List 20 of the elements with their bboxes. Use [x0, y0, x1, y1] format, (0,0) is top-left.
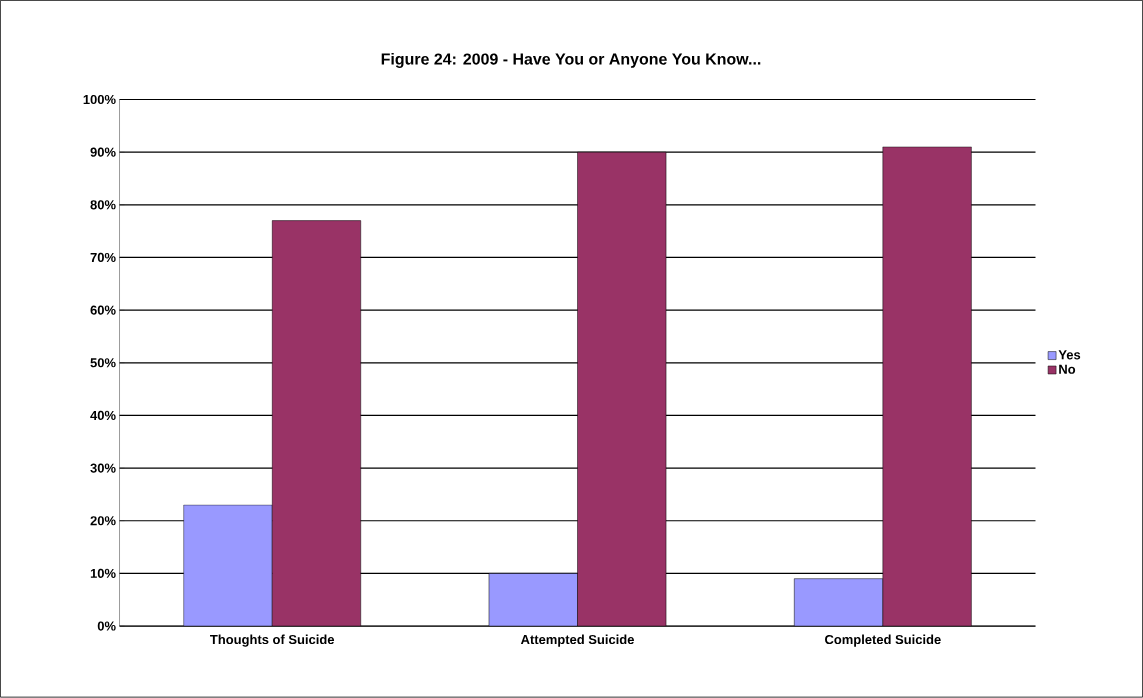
y-tick-label: 90% [90, 147, 116, 157]
y-tick-label: 50% [90, 358, 116, 368]
x-tick-label: Thoughts of Suicide [210, 634, 335, 647]
legend-label: Yes [1058, 350, 1081, 360]
y-tick-label: 80% [90, 200, 116, 210]
y-tick-label: 20% [90, 516, 116, 526]
y-tick-label: 30% [90, 463, 116, 473]
x-tick-label: Attempted Suicide [520, 634, 634, 647]
bar [183, 505, 273, 627]
bar [794, 578, 884, 627]
y-tick-label: 60% [90, 305, 116, 315]
chart-title: Figure 24: 2009 - Have You or Anyone You Know... [381, 53, 761, 69]
bar [488, 573, 578, 627]
legend-label: No [1059, 365, 1076, 375]
y-tick-label: 40% [90, 411, 116, 421]
y-tick-label: 0% [97, 621, 116, 631]
x-tick-label: Completed Suicide [825, 634, 941, 647]
y-tick-label: 10% [90, 569, 116, 579]
y-tick-label: 70% [90, 253, 116, 263]
y-tick-label: 100% [83, 95, 116, 105]
